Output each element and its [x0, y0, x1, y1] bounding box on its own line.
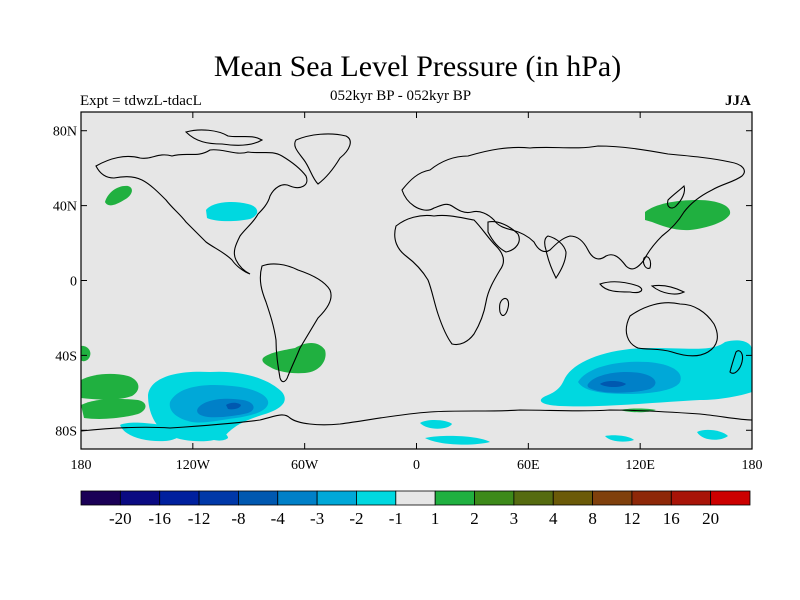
lon-tick-label: 0: [413, 458, 420, 473]
south-indian-deep-blue-region: [600, 381, 626, 387]
north-atlantic-cyan-region: [206, 202, 258, 222]
africa-coastline: [394, 214, 505, 346]
map-title: Mean Sea Level Pressure (in hPa): [213, 50, 622, 83]
lat-tick-label: 80S: [55, 424, 77, 439]
colorbar-swatch: [631, 490, 672, 506]
lon-tick-label: 60W: [291, 458, 319, 473]
lon-tick-label: 120W: [176, 458, 211, 473]
eurasia-coastline: [401, 145, 745, 270]
period-label: 052kyr BP - 052kyr BP: [330, 88, 472, 104]
coastlines: [81, 129, 752, 432]
antarctic-east-cyan-1: [420, 420, 452, 429]
colorbar-swatch: [513, 490, 554, 506]
lon-tick-label: 120E: [625, 458, 655, 473]
colorbar-swatch: [316, 490, 357, 506]
colorbar-swatch: [80, 490, 121, 506]
colorbar-label: -3: [310, 509, 324, 528]
south-pacific-green-left-1: [81, 373, 139, 400]
lon-tick-label: 60E: [517, 458, 540, 473]
indonesia-coastline: [599, 256, 686, 295]
australia-coastline: [625, 302, 718, 357]
colorbar-label: 1: [431, 509, 440, 528]
colorbar-swatch: [710, 490, 751, 506]
experiment-label: Expt = tdwzL-tdacL: [80, 93, 202, 109]
colorbar-swatch: [395, 490, 436, 506]
colorbar-swatch: [552, 490, 593, 506]
south-pacific-green-left-2: [81, 398, 146, 419]
colorbar-label: -16: [148, 509, 171, 528]
amundsen-cyan-patch: [268, 397, 284, 406]
colorbar-swatch: [277, 490, 318, 506]
antarctic-east-cyan-4: [697, 429, 728, 440]
colorbar-swatch: [119, 490, 161, 506]
colorbar-swatch: [670, 490, 712, 506]
colorbar-label: 16: [663, 509, 680, 528]
colorbar-label: 12: [623, 509, 640, 528]
antarctic-east-cyan-3: [605, 435, 634, 442]
colorbar-swatch: [592, 490, 633, 506]
india-coastline: [544, 235, 567, 280]
greenland-coastline: [294, 133, 351, 185]
colorbar-label: -4: [271, 509, 286, 528]
arctic-islands-coastline: [184, 129, 264, 146]
lon-tick-label: 180: [742, 458, 763, 473]
colorbar-label: -1: [389, 509, 403, 528]
antarctic-east-cyan-2: [425, 435, 490, 445]
colorbar-label: 8: [588, 509, 597, 528]
south-pacific-green-left-3: [81, 345, 91, 362]
colorbar-label: 4: [549, 509, 558, 528]
antarctica-coastline: [81, 409, 752, 432]
colorbar-swatch: [356, 490, 397, 506]
lat-tick-label: 80N: [53, 125, 77, 140]
colorbar-swatch: [198, 490, 239, 506]
south-pacific-deep-blue-region: [226, 402, 241, 410]
colorbar-label: -12: [188, 509, 211, 528]
lat-tick-label: 40N: [53, 200, 77, 215]
season-label: JJA: [725, 93, 751, 109]
colorbar-swatch: [434, 490, 475, 506]
colorbar-label: -2: [349, 509, 363, 528]
colorbar-label: 2: [470, 509, 479, 528]
colorbar-swatch: [238, 490, 279, 506]
lat-tick-label: 0: [70, 275, 77, 290]
new-zealand-coastline: [729, 350, 744, 374]
north-america-coastline: [95, 149, 308, 275]
colorbar: -20 -16 -12 -8 -4 -3 -2 -1 1 2 3 4 8 12 16 20: [80, 490, 751, 528]
south-america-coastline: [259, 263, 332, 383]
colorbar-label: 20: [702, 509, 719, 528]
lon-tick-label: 180: [71, 458, 92, 473]
madagascar-coastline: [499, 297, 510, 317]
south-pacific-blue-region: [197, 398, 254, 418]
colorbar-swatch: [474, 490, 515, 506]
latitude-axis: 80N 40N 0 40S 80S: [53, 125, 752, 439]
arabia-coastline: [487, 221, 520, 253]
japan-coastline: [667, 184, 686, 209]
colorbar-label: -20: [109, 509, 132, 528]
antarctic-ross-cyan: [200, 429, 228, 441]
longitude-axis: 180 120W 60W 0 60E 120E 180: [71, 112, 763, 473]
lat-tick-label: 40S: [55, 349, 77, 364]
colorbar-label: -8: [231, 509, 245, 528]
colorbar-swatch: [159, 490, 200, 506]
colorbar-label: 3: [510, 509, 519, 528]
north-pacific-green-region: [105, 185, 132, 206]
anomaly-fields: [81, 185, 752, 445]
east-asia-green-region: [645, 200, 731, 231]
